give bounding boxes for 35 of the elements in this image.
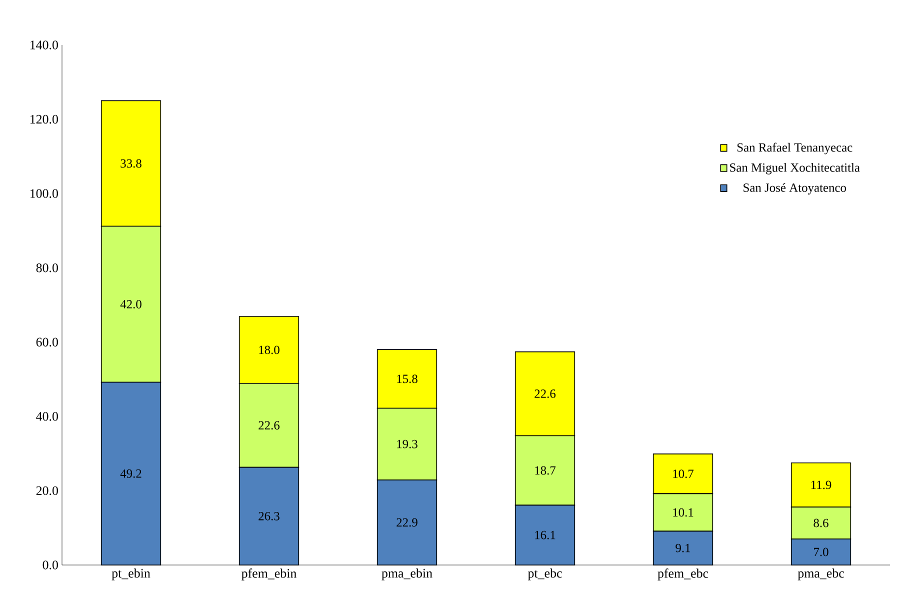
data-label: 10.1 — [673, 508, 694, 517]
data-label: 22.9 — [396, 518, 418, 527]
x-tick-label: pma_ebin — [382, 568, 432, 580]
data-label: 11.9 — [811, 480, 832, 490]
y-tick-label: 40.0 — [36, 412, 58, 421]
data-label: 9.1 — [676, 544, 690, 552]
y-tick-label: 20.0 — [36, 486, 58, 496]
data-label: 49.2 — [120, 469, 142, 478]
data-label: 33.8 — [120, 159, 142, 168]
y-tick-label: 120.0 — [30, 114, 58, 124]
data-label: 8.6 — [814, 518, 828, 528]
data-label: 16.1 — [535, 530, 556, 540]
data-label: 15.8 — [397, 374, 418, 384]
x-tick-label: pt_ebc — [528, 568, 562, 580]
y-tick-label: 100.0 — [30, 189, 58, 198]
legend-label: San José Atoyatenco — [744, 183, 846, 194]
legend-label: San Rafael Tenanyecac — [737, 142, 852, 154]
data-label: 42.0 — [120, 300, 142, 308]
data-label: 19.3 — [397, 440, 418, 448]
data-label: 18.7 — [535, 466, 556, 475]
data-label: 10.7 — [673, 470, 694, 478]
y-tick-label: 0.0 — [42, 560, 58, 570]
data-label: 18.0 — [259, 346, 280, 354]
data-label: 22.6 — [258, 421, 280, 430]
x-tick-label: pfem_ebin — [242, 568, 297, 580]
data-label: 7.0 — [814, 548, 828, 556]
x-tick-label: pt_ebin — [112, 568, 150, 580]
data-label: 26.3 — [258, 512, 280, 520]
y-tick-label: 60.0 — [36, 338, 58, 347]
x-tick-label: pma_ebc — [798, 568, 844, 580]
x-tick-label: pfem_ebc — [658, 568, 708, 580]
legend-label: San Miguel Xochitecatitla — [730, 163, 860, 174]
data-label: 22.6 — [534, 390, 556, 398]
y-tick-label: 140.0 — [30, 40, 58, 50]
y-tick-label: 80.0 — [36, 263, 58, 272]
